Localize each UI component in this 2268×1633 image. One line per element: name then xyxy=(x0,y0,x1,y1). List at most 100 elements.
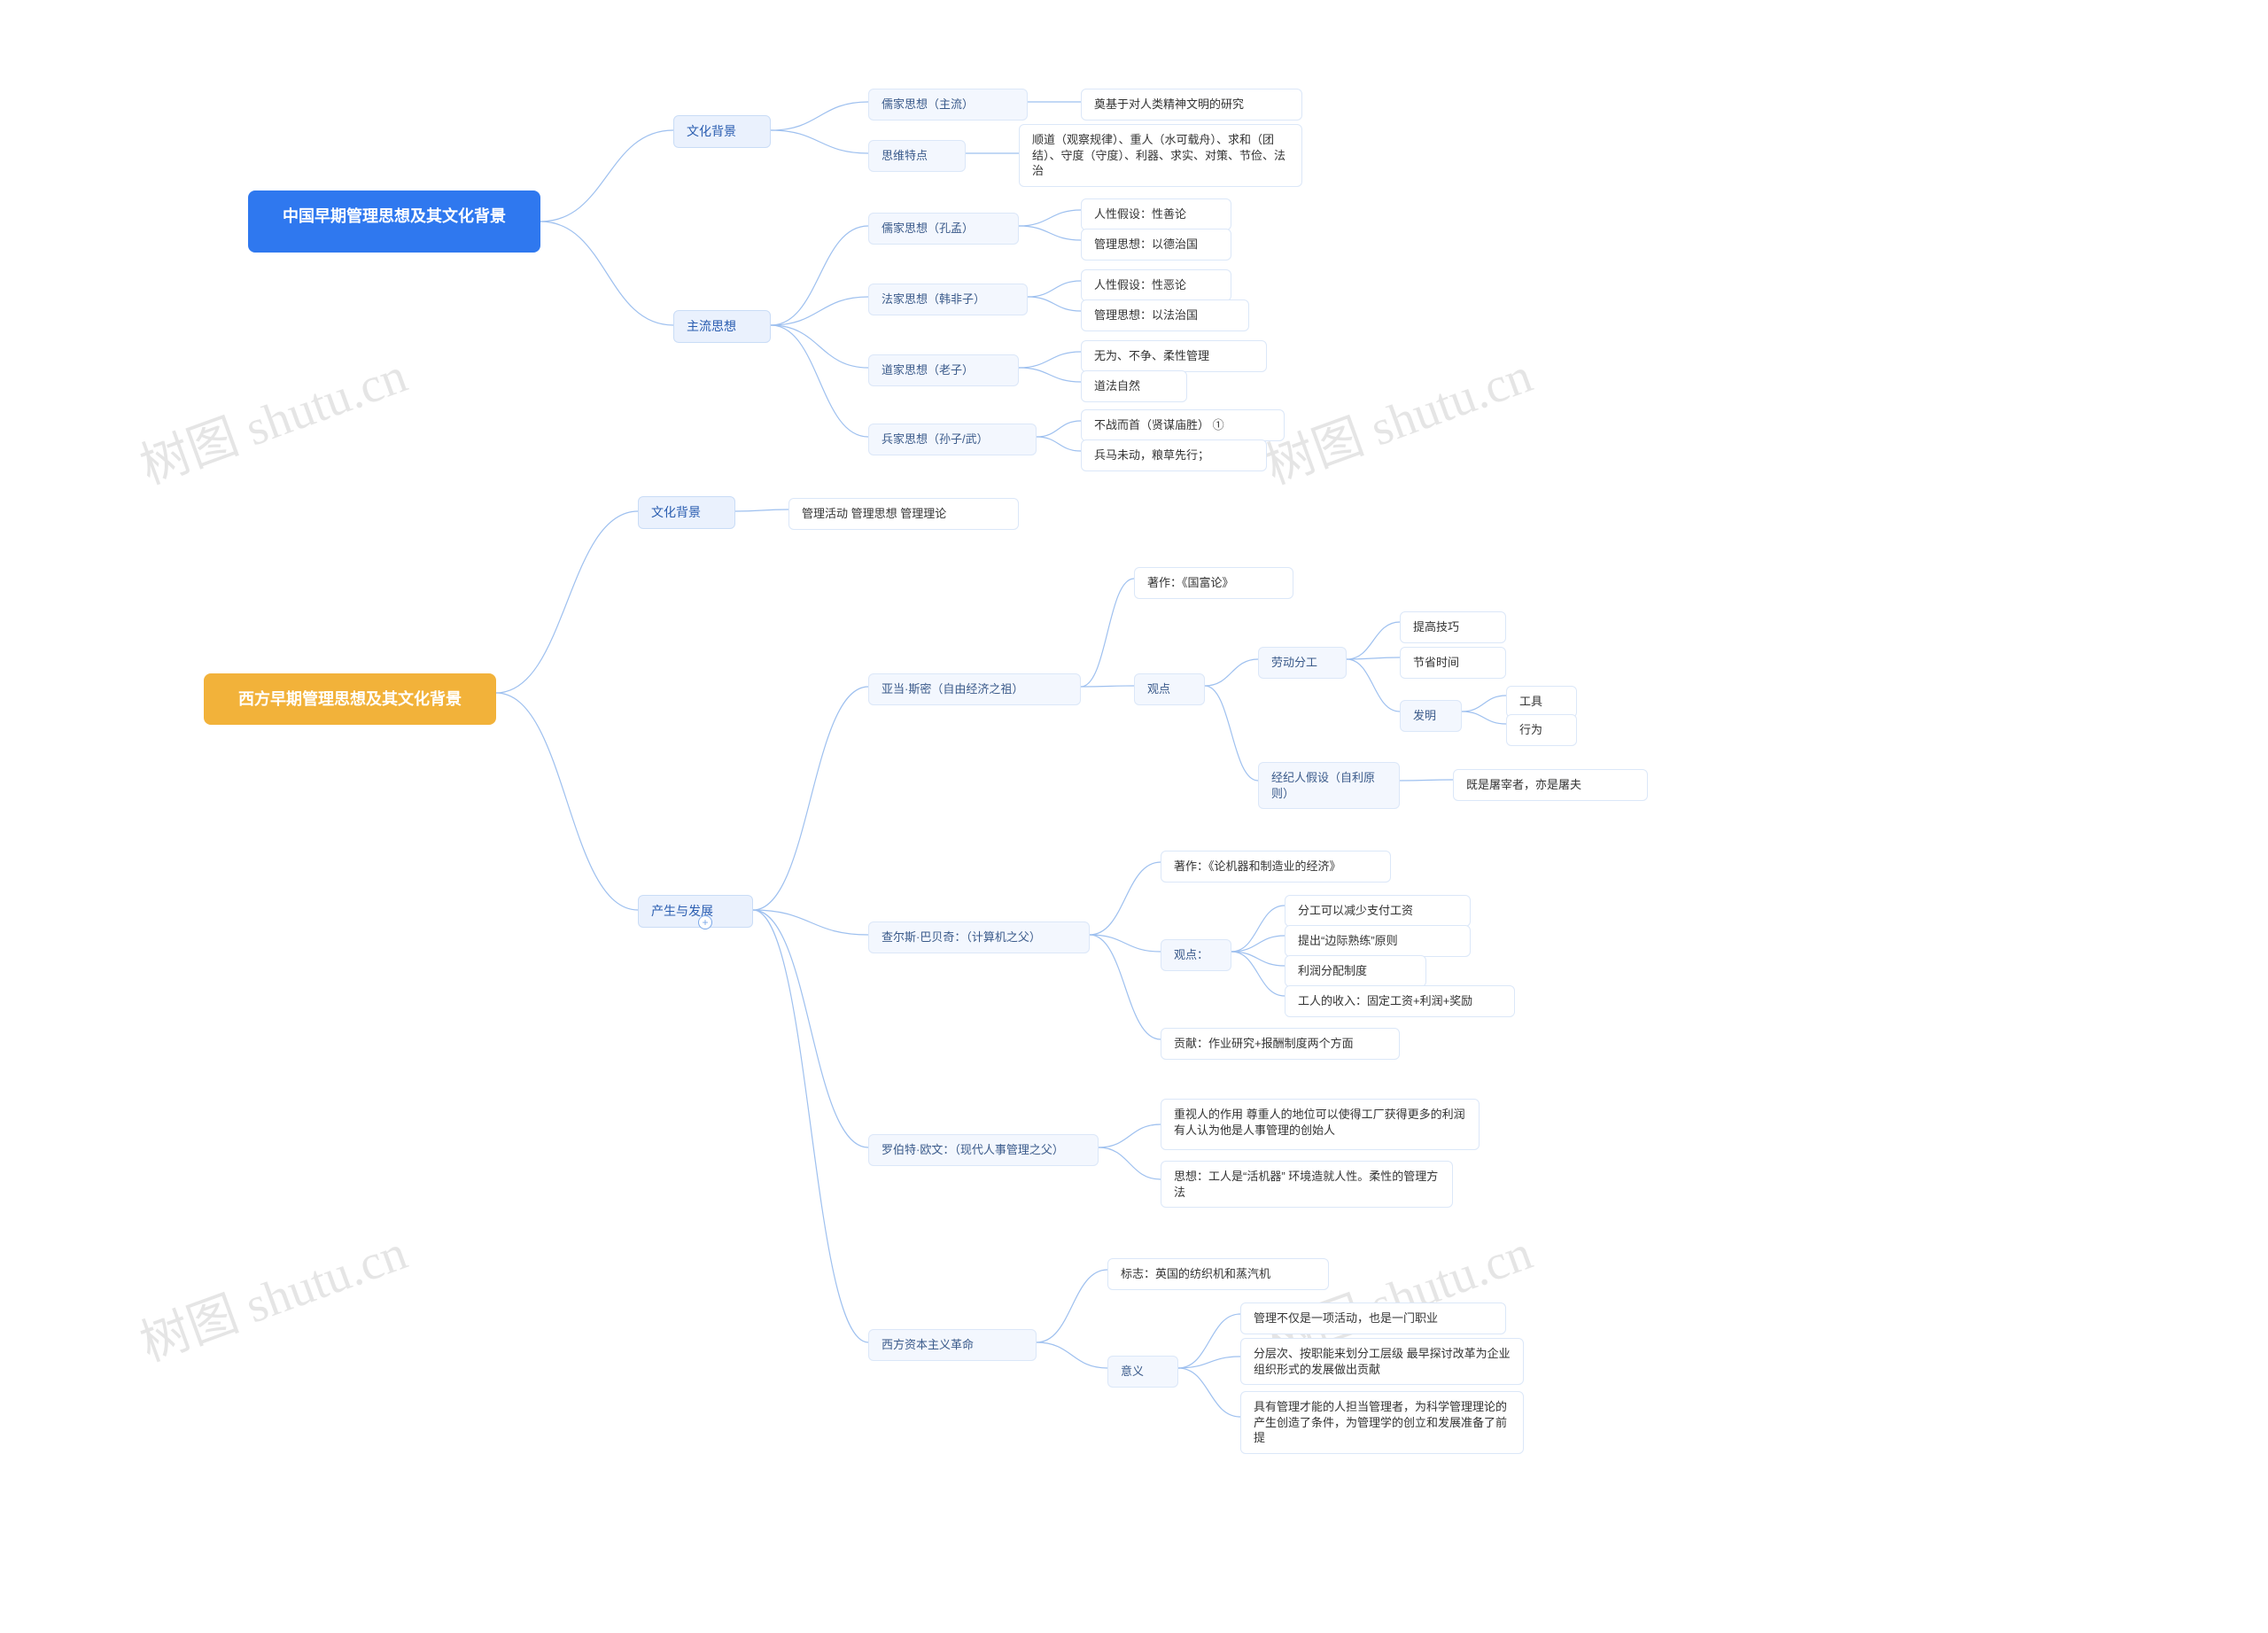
node-c4b[interactable]: 意义 xyxy=(1107,1356,1178,1388)
edge xyxy=(771,325,868,368)
node-c4b2[interactable]: 分层次、按职能来划分工层级 最早探讨改革为企业组织形式的发展做出贡献 xyxy=(1240,1338,1524,1385)
node-a2a2[interactable]: 管理思想：以德治国 xyxy=(1081,229,1231,261)
node-a2d[interactable]: 兵家思想（孙子/武） xyxy=(868,424,1037,455)
node-a2d2[interactable]: 兵马未动，粮草先行； xyxy=(1081,439,1267,471)
node-c2a[interactable]: 著作：《论机器和制造业的经济》 xyxy=(1161,851,1391,883)
watermark: 树图 shutu.cn xyxy=(129,336,416,499)
node-c3[interactable]: 罗伯特·欧文：（现代人事管理之父） xyxy=(868,1134,1099,1166)
node-c1b1b[interactable]: 节省时间 xyxy=(1400,647,1506,679)
edge xyxy=(1037,437,1081,451)
edge xyxy=(1019,210,1081,226)
edge xyxy=(1347,622,1400,659)
edge xyxy=(771,325,868,437)
mindmap-canvas: { "canvas": { "width": 2560, "height": 1… xyxy=(0,0,2268,1633)
edge xyxy=(735,509,788,511)
edge xyxy=(496,511,638,693)
edge xyxy=(1090,935,1161,1039)
edge xyxy=(1081,579,1134,687)
node-c4b1[interactable]: 管理不仅是一项活动，也是一门职业 xyxy=(1240,1303,1506,1334)
node-a2a[interactable]: 儒家思想（孔孟） xyxy=(868,213,1019,245)
edge xyxy=(1347,657,1400,659)
node-c2b1[interactable]: 分工可以减少支付工资 xyxy=(1285,895,1471,927)
node-c1[interactable]: 亚当·斯密（自由经济之祖） xyxy=(868,673,1081,705)
edge xyxy=(1090,862,1161,935)
node-a2[interactable]: 主流思想 xyxy=(673,310,771,343)
node-a1a1[interactable]: 奠基于对人类精神文明的研究 xyxy=(1081,89,1302,121)
edge xyxy=(496,693,638,910)
node-a1b1[interactable]: 顺道（观察规律）、重人（水可载舟）、求和（团结）、守度（守度）、利器、求实、对策… xyxy=(1019,124,1302,187)
edge xyxy=(1028,281,1081,297)
node-a1a[interactable]: 儒家思想（主流） xyxy=(868,89,1028,121)
node-a2d1[interactable]: 不战而首（贤谋庙胜） ① xyxy=(1081,409,1285,441)
edge xyxy=(1231,906,1285,952)
node-b1a[interactable]: 管理活动 管理思想 管理理论 xyxy=(788,498,1019,530)
edge xyxy=(1178,1314,1240,1368)
node-c2b4[interactable]: 工人的收入：固定工资+利润+奖励 xyxy=(1285,985,1515,1017)
node-b1[interactable]: 文化背景 xyxy=(638,496,735,529)
node-a1[interactable]: 文化背景 xyxy=(673,115,771,148)
edge xyxy=(1231,952,1285,966)
edge xyxy=(1099,1124,1161,1147)
watermark: 树图 shutu.cn xyxy=(1254,336,1541,499)
node-a2c1[interactable]: 无为、不争、柔性管理 xyxy=(1081,340,1267,372)
expand-toggle[interactable]: + xyxy=(698,915,712,929)
node-c2[interactable]: 查尔斯·巴贝奇：（计算机之父） xyxy=(868,921,1090,953)
node-c1b1c[interactable]: 发明 xyxy=(1400,700,1462,732)
edge xyxy=(1205,686,1258,781)
edge xyxy=(1462,696,1506,712)
edge xyxy=(771,130,868,153)
watermark: 树图 shutu.cn xyxy=(129,1213,416,1376)
edge xyxy=(1028,297,1081,311)
edge xyxy=(753,910,868,1147)
node-a2c[interactable]: 道家思想（老子） xyxy=(868,354,1019,386)
edge xyxy=(771,102,868,130)
node-c2b2[interactable]: 提出“边际熟练”原则 xyxy=(1285,925,1471,957)
edge xyxy=(1037,1342,1107,1368)
edge xyxy=(771,297,868,325)
node-c2c[interactable]: 贡献：作业研究+报酬制度两个方面 xyxy=(1161,1028,1400,1060)
node-r1[interactable]: 中国早期管理思想及其文化背景 xyxy=(248,191,540,253)
node-c2b3[interactable]: 利润分配制度 xyxy=(1285,955,1426,987)
node-c1b[interactable]: 观点 xyxy=(1134,673,1205,705)
edge xyxy=(1099,1147,1161,1179)
edge xyxy=(1462,712,1506,724)
node-a2b[interactable]: 法家思想（韩非子） xyxy=(868,284,1028,315)
edge xyxy=(1019,368,1081,382)
node-c1b2a[interactable]: 既是屠宰者，亦是屠夫 xyxy=(1453,769,1648,801)
edge xyxy=(1400,780,1453,781)
node-c3b[interactable]: 思想：工人是“活机器” 环境造就人性。柔性的管理方法 xyxy=(1161,1161,1453,1208)
node-a1b[interactable]: 思维特点 xyxy=(868,140,966,172)
node-a2c2[interactable]: 道法自然 xyxy=(1081,370,1187,402)
edge xyxy=(1178,1357,1240,1368)
node-c1b1c2[interactable]: 行为 xyxy=(1506,714,1577,746)
edge xyxy=(1178,1368,1240,1417)
node-c1b1c1[interactable]: 工具 xyxy=(1506,686,1577,718)
node-c1a[interactable]: 著作：《国富论》 xyxy=(1134,567,1293,599)
edge xyxy=(1231,952,1285,996)
edge xyxy=(540,222,673,325)
node-c1b1[interactable]: 劳动分工 xyxy=(1258,647,1347,679)
node-c4b3[interactable]: 具有管理才能的人担当管理者，为科学管理理论的产生创造了条件，为管理学的创立和发展… xyxy=(1240,1391,1524,1454)
edge xyxy=(753,687,868,910)
edge xyxy=(1037,421,1081,437)
node-a2b1[interactable]: 人性假设：性恶论 xyxy=(1081,269,1231,301)
node-c2b[interactable]: 观点： xyxy=(1161,939,1231,971)
edge xyxy=(1090,935,1161,952)
edge xyxy=(1081,686,1134,687)
node-a2a1[interactable]: 人性假设：性善论 xyxy=(1081,198,1231,230)
node-a2b2[interactable]: 管理思想：以法治国 xyxy=(1081,299,1249,331)
edge xyxy=(1205,659,1258,686)
node-c3a[interactable]: 重视人的作用 尊重人的地位可以使得工厂获得更多的利润 有人认为他是人事管理的创始… xyxy=(1161,1099,1480,1150)
edge xyxy=(753,910,868,935)
edge xyxy=(1347,659,1400,712)
node-r2[interactable]: 西方早期管理思想及其文化背景 xyxy=(204,673,496,725)
node-c1b2[interactable]: 经纪人假设（自利原则） xyxy=(1258,762,1400,809)
edge xyxy=(1231,936,1285,952)
node-c4[interactable]: 西方资本主义革命 xyxy=(868,1329,1037,1361)
node-b2[interactable]: 产生与发展 xyxy=(638,895,753,928)
edge xyxy=(540,130,673,222)
edge xyxy=(1019,352,1081,368)
node-c4a[interactable]: 标志：英国的纺织机和蒸汽机 xyxy=(1107,1258,1329,1290)
edge xyxy=(1019,226,1081,240)
node-c1b1a[interactable]: 提高技巧 xyxy=(1400,611,1506,643)
